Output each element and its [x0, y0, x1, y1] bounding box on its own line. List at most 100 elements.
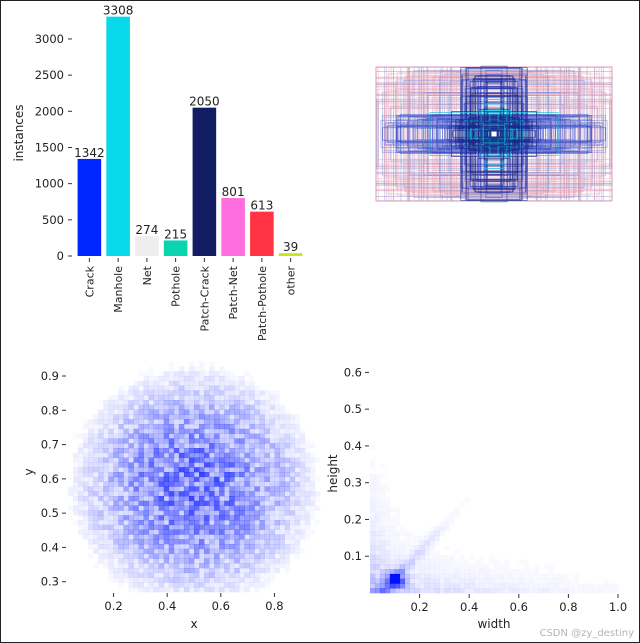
heatmap-cell: [429, 559, 435, 565]
heatmap-cell: [404, 583, 410, 589]
heatmap-cell: [168, 467, 175, 473]
heatmap-cell: [153, 524, 160, 530]
heatmap-cell: [379, 549, 386, 556]
heatmap-cell: [113, 534, 119, 540]
heatmap-cell: [224, 577, 230, 583]
heatmap-cell: [204, 539, 210, 545]
heatmap-cell: [239, 409, 245, 415]
heatmap-cell: [294, 529, 301, 535]
heatmap-cell: [414, 578, 420, 584]
heatmap-cell: [489, 574, 494, 579]
heatmap-cell: [224, 428, 230, 434]
heatmap-cell: [93, 414, 99, 420]
heatmap-cell: [289, 515, 296, 521]
heatmap-cell: [204, 577, 210, 583]
heatmap-cell: [214, 380, 220, 386]
heatmap-cell: [209, 572, 215, 578]
heatmap-cell: [148, 544, 154, 550]
heatmap-cell: [299, 472, 306, 478]
heatmap-cell: [209, 414, 215, 420]
heatmap-cell: [148, 577, 154, 583]
heatmap-cell: [138, 491, 144, 497]
heatmap-cell: [385, 497, 390, 502]
heatmap-cell: [188, 553, 195, 559]
heatmap-cell: [289, 524, 296, 530]
heatmap-cell: [118, 548, 124, 554]
heatmap-cell: [549, 583, 554, 588]
heatmap-cell: [118, 505, 124, 511]
heatmap-cell: [264, 510, 270, 516]
heatmap-cell: [83, 424, 89, 430]
heatmap-cell: [464, 583, 470, 589]
heatmap-cell: [93, 515, 99, 521]
heatmap-cell: [98, 481, 104, 487]
heatmap-cell: [168, 486, 175, 492]
heatmap-cell: [259, 438, 265, 444]
heatmap-cell: [163, 376, 170, 382]
heatmap-cell: [108, 515, 114, 521]
bar-net: [135, 236, 159, 256]
heatmap-cell: [183, 534, 190, 540]
heatmap-cell: [98, 529, 104, 535]
heatmap-cell: [224, 510, 230, 516]
heatmap-cell: [103, 520, 109, 526]
heatmap-cell: [143, 457, 149, 463]
heatmap-cell: [183, 496, 190, 502]
heatmap-cell: [98, 558, 104, 564]
wh-x-tick-label: 0.8: [559, 600, 577, 614]
heatmap-cell: [549, 564, 554, 569]
heatmap-cell: [219, 424, 225, 430]
heatmap-cell: [108, 520, 114, 526]
heatmap-cell: [148, 414, 154, 420]
heatmap-cell: [404, 554, 410, 560]
watermark: CSDN @zy_destiny: [539, 628, 634, 639]
heatmap-cell: [178, 428, 185, 434]
heatmap-cell: [269, 424, 275, 430]
heatmap-cell: [148, 500, 154, 506]
heatmap-cell: [224, 515, 230, 521]
heatmap-cell: [153, 448, 160, 454]
heatmap-cell: [274, 443, 280, 449]
heatmap-cell: [163, 380, 170, 386]
heatmap-cell: [113, 510, 119, 516]
bar-crack: [77, 158, 102, 256]
heatmap-cell: [269, 510, 275, 516]
heatmap-cell: [289, 428, 296, 434]
heatmap-cell: [219, 520, 225, 526]
heatmap-cell: [259, 476, 265, 482]
heatmap-cell: [183, 376, 190, 382]
heatmap-cell: [224, 520, 230, 526]
heatmap-cell: [244, 553, 250, 559]
heatmap-cell: [274, 476, 280, 482]
heatmap-cell: [380, 502, 385, 507]
heatmap-cell: [474, 560, 479, 565]
heatmap-cell: [204, 390, 210, 396]
heatmap-cell: [108, 448, 114, 454]
heatmap-cell: [123, 529, 129, 535]
heatmap-cell: [173, 481, 180, 487]
heatmap-cell: [284, 505, 291, 511]
heatmap-cell: [143, 582, 149, 588]
heatmap-cell: [294, 467, 301, 473]
heatmap-cell: [229, 481, 235, 487]
wh-y-tick-label: 0.2: [344, 512, 362, 526]
heatmap-cell: [279, 476, 286, 482]
heatmap-cell: [370, 569, 376, 575]
heatmap-cell: [178, 400, 185, 406]
heatmap-cell: [168, 558, 175, 564]
heatmap-cell: [244, 577, 250, 583]
heatmap-cell: [199, 366, 204, 371]
heatmap-cell: [389, 554, 396, 560]
heatmap-cell: [415, 540, 420, 545]
heatmap-cell: [123, 486, 129, 492]
heatmap-cell: [269, 529, 275, 535]
heatmap-cell: [169, 362, 174, 367]
heatmap-cell: [254, 386, 259, 391]
heatmap-cell: [133, 409, 139, 415]
heatmap-cell: [83, 529, 89, 535]
heatmap-cell: [118, 476, 124, 482]
heatmap-cell: [113, 578, 118, 583]
heatmap-cell: [118, 577, 124, 583]
heatmap-cell: [224, 371, 230, 377]
heatmap-cell: [254, 428, 260, 434]
